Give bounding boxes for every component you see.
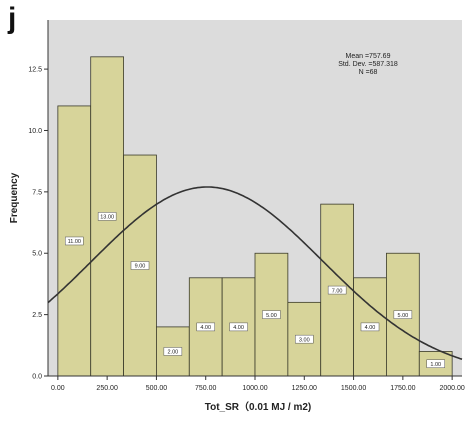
y-tick-label: 10.0: [28, 128, 42, 135]
y-tick-label: 0.0: [32, 374, 42, 381]
bar-value-label-box: [163, 347, 183, 356]
bar-value-label-text: 1.00: [430, 362, 441, 368]
bar-value-label-box: [229, 322, 248, 332]
y-tick-label: 2.5: [32, 312, 42, 319]
bar-value-label-text: 4.00: [365, 325, 376, 331]
bar-value-label: 5.00: [262, 310, 281, 319]
bar-value-label: 7.00: [327, 285, 347, 295]
bar-value-label: 4.00: [196, 322, 215, 332]
x-tick-label: 750.00: [195, 385, 217, 392]
bar-value-label-box: [97, 212, 117, 221]
bar-value-label: 5.00: [393, 310, 413, 319]
bar-value-label-box: [65, 236, 84, 246]
bar-value-label-text: 4.00: [200, 325, 211, 331]
bar-value-label: 11.00: [65, 236, 84, 246]
x-tick-label: 250.00: [96, 385, 118, 392]
bar-value-label-box: [393, 310, 413, 319]
normal-curve: [47, 186, 463, 360]
x-tick-label: 1000.00: [242, 385, 267, 392]
x-axis-label: Tot_SR（0.01 MJ / m2): [205, 400, 312, 413]
bar-value-label: 2.00: [163, 347, 183, 356]
bar-value-label-box: [196, 322, 215, 332]
bar-value-label: 9.00: [130, 261, 150, 270]
bar-value-label-text: 2.00: [168, 350, 179, 356]
bar-value-label: 3.00: [295, 334, 314, 344]
stat-mean: Mean =757.69: [346, 53, 391, 60]
x-tick-label: 1250.00: [292, 385, 317, 392]
bar-value-label-text: 7.00: [332, 288, 343, 294]
bar-value-label: 4.00: [229, 322, 248, 332]
bar-value-label-text: 5.00: [266, 313, 277, 319]
stat-n: N =68: [359, 69, 378, 76]
y-axis-label: Frequency: [9, 172, 20, 223]
bar-value-label-box: [327, 285, 347, 295]
x-tick-label: 1750.00: [390, 385, 415, 392]
bar-value-label-text: 13.00: [100, 215, 114, 221]
bar-value-label-text: 3.00: [299, 337, 310, 343]
y-tick-label: 12.5: [28, 67, 42, 74]
bar-value-label-text: 9.00: [135, 264, 146, 270]
bar-value-label-box: [426, 359, 445, 368]
bar-value-label-box: [262, 310, 281, 319]
x-tick-label: 0.00: [51, 385, 65, 392]
bar-value-label: 4.00: [360, 322, 380, 332]
bar-value-label-text: 4.00: [233, 325, 244, 331]
y-tick-label: 5.0: [32, 251, 42, 258]
x-tick-label: 1500.00: [341, 385, 366, 392]
stat-std-dev: Std. Dev. =587.318: [338, 61, 398, 68]
panel-label: j: [8, 2, 17, 35]
y-tick-label: 7.5: [32, 189, 42, 196]
bar-value-label: 13.00: [97, 212, 117, 221]
bar-value-label-text: 5.00: [398, 313, 409, 319]
x-tick-label: 2000.00: [439, 385, 464, 392]
bar-value-label: 1.00: [426, 359, 445, 368]
bar-value-label-box: [360, 322, 380, 332]
bar-value-label-box: [130, 261, 150, 270]
x-tick-label: 500.00: [146, 385, 168, 392]
bar-value-label-text: 11.00: [68, 239, 81, 245]
bar-value-label-box: [295, 334, 314, 344]
